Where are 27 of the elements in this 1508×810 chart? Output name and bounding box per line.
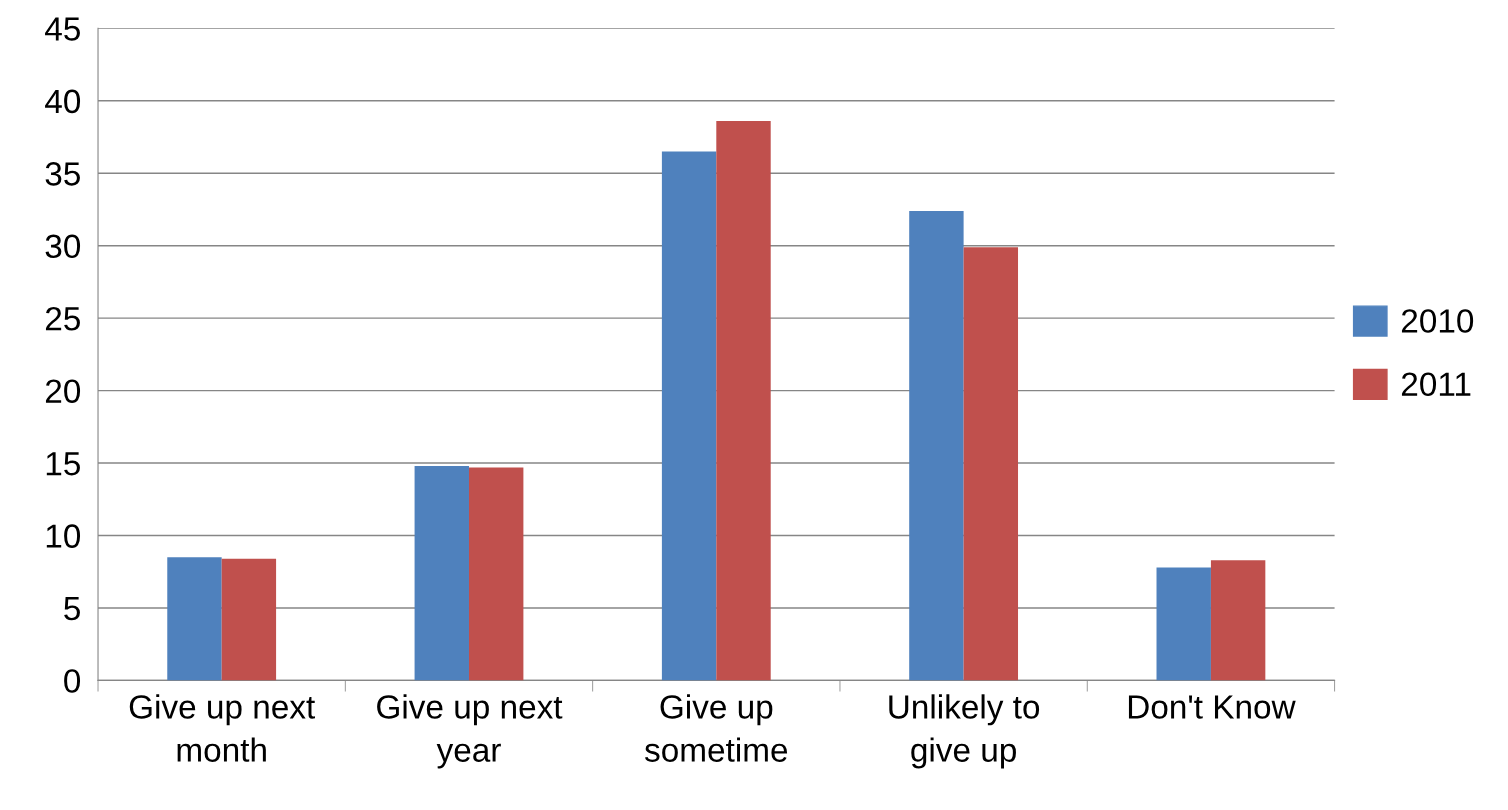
x-tick-label: Give up sometime: [644, 694, 788, 762]
y-tick-label: 25: [45, 306, 80, 331]
y-tick-label: 15: [46, 452, 80, 476]
bar: [221, 558, 277, 681]
y-tick-label: 5: [64, 597, 80, 621]
bar: [716, 121, 771, 681]
bar: [1156, 567, 1211, 681]
bar: [661, 151, 717, 681]
x-tick-label: Unlikely to give up: [889, 694, 1040, 769]
x-tick-label: Don't Know: [1128, 695, 1296, 719]
legend-label: 2010: [1401, 309, 1474, 333]
y-tick-label: 45: [45, 17, 80, 41]
bar: [1210, 560, 1266, 681]
y-tick-label: 35: [45, 162, 80, 186]
y-tick-label: 10: [46, 524, 81, 548]
y-tick-label: 20: [45, 379, 81, 404]
bar: [468, 467, 524, 681]
legend-label: 2011: [1401, 372, 1471, 397]
y-tick-label: 40: [45, 89, 81, 114]
bar: [909, 210, 964, 681]
x-tick-label: Give up next year: [377, 694, 563, 769]
bar: [414, 465, 469, 681]
y-tick-label: 0: [64, 669, 81, 693]
y-tick-label: 30: [45, 234, 81, 259]
bar: [963, 247, 1019, 681]
x-tick-label: Give up next month: [129, 694, 316, 762]
bar: [167, 557, 222, 681]
